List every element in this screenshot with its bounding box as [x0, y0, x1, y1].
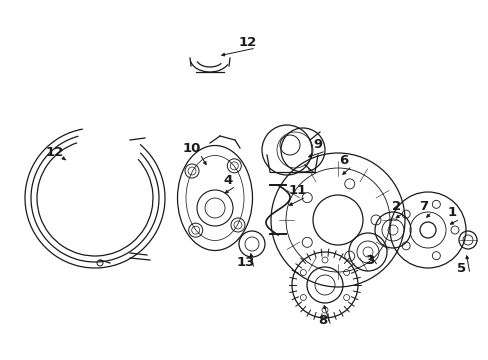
Text: 1: 1 — [447, 207, 456, 220]
Text: 13: 13 — [236, 256, 255, 270]
Text: 4: 4 — [223, 174, 232, 186]
Text: 7: 7 — [419, 199, 427, 212]
Text: 6: 6 — [339, 153, 348, 166]
Text: 12: 12 — [238, 36, 257, 49]
Text: 2: 2 — [392, 199, 401, 212]
Text: 9: 9 — [313, 139, 322, 152]
Text: 8: 8 — [318, 314, 327, 327]
Text: 5: 5 — [456, 261, 466, 274]
Text: 10: 10 — [183, 141, 201, 154]
Text: 11: 11 — [288, 184, 306, 198]
Text: 3: 3 — [365, 253, 374, 266]
Text: 12: 12 — [46, 145, 64, 158]
